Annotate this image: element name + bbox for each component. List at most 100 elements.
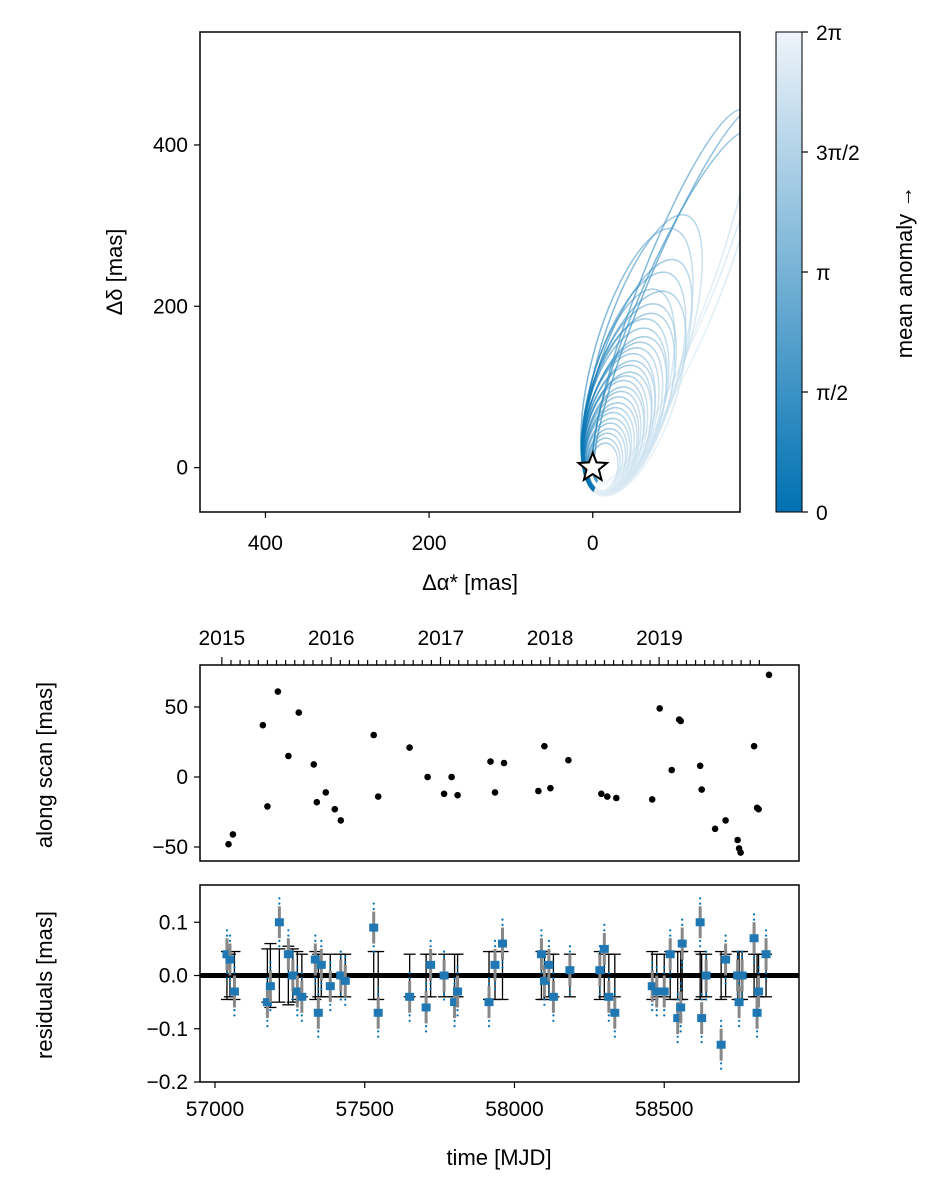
orbit-segment [671, 320, 675, 328]
orbit-segment [590, 394, 595, 402]
orbit-segment [588, 449, 591, 454]
orbit-segment [586, 450, 589, 455]
orbit-segment [609, 407, 613, 410]
orbit-segment [612, 428, 615, 431]
orbit-segment [745, 111, 747, 115]
orbit-segment [611, 445, 614, 448]
y-tick-label: 0 [176, 457, 188, 480]
orbit-segment [635, 425, 638, 430]
residual-sample [705, 950, 708, 953]
orbit-segment [625, 379, 629, 382]
orbit-segment [647, 327, 652, 331]
orbit-segment [688, 277, 692, 285]
residual-sample [552, 971, 555, 975]
orbit-segment [587, 455, 590, 459]
orbit-segment [622, 432, 626, 436]
orbit-segment [588, 477, 591, 480]
orbit-segment [607, 360, 614, 367]
orbit-segment [605, 386, 610, 391]
residual-sample [669, 977, 672, 980]
orbit-segment [583, 408, 587, 418]
orbit-segment [619, 362, 625, 367]
residual-sample [453, 1025, 456, 1028]
orbit-segment [694, 336, 704, 355]
orbit-segment [646, 402, 649, 409]
orbit-segment [678, 283, 683, 290]
scan-point [229, 831, 237, 838]
orbit-segment [589, 411, 593, 418]
orbit-segment [604, 355, 610, 363]
orbit-segment [670, 388, 676, 401]
orbit-segment [663, 334, 667, 341]
orbit-segment [619, 271, 627, 284]
orbit-segment [587, 452, 590, 456]
residual-sample [651, 1009, 654, 1012]
residual-sample [540, 929, 543, 932]
residual-sample [740, 955, 744, 959]
orbit-segment [589, 422, 593, 428]
orbit-segment [619, 413, 623, 417]
residual-sample [329, 961, 332, 964]
orbit-segment [594, 435, 598, 439]
orbit-segment [672, 367, 676, 377]
orbit-segment [647, 302, 653, 306]
residual-marker [695, 918, 705, 927]
orbit-segment [655, 426, 660, 436]
residual-sample [681, 923, 684, 927]
orbit-segment [639, 392, 643, 398]
residual-sample [225, 977, 229, 980]
orbit-segment [631, 454, 634, 460]
residual-sample [320, 939, 323, 943]
x-tick-label: 400 [248, 532, 283, 555]
orbit-segment [622, 423, 626, 427]
orbit-segment [644, 444, 649, 453]
orbit-segment [585, 402, 590, 412]
orbit-segment [614, 375, 619, 379]
orbit-segment [628, 470, 633, 477]
y-tick-label: 0.1 [159, 911, 188, 934]
orbit-segment [598, 443, 601, 447]
residual-sample [699, 902, 702, 905]
orbit-segment [620, 365, 625, 369]
residual-sample [453, 977, 456, 980]
orbit-segment [599, 438, 602, 441]
scan-point [313, 798, 321, 806]
orbit-segment [667, 325, 672, 332]
orbit-segment [615, 485, 620, 489]
orbit-segment [684, 324, 687, 333]
residual-sample [266, 977, 269, 980]
scan-point [285, 752, 292, 760]
orbit-segment [604, 423, 607, 426]
x-tick-label: 58500 [635, 1098, 693, 1121]
orbit-segment [691, 262, 694, 273]
orbit-segment [610, 444, 613, 447]
orbit-segment [669, 330, 674, 338]
orbit-y-label: Δδ [mas] [102, 229, 127, 316]
orbit-segment [621, 396, 624, 399]
residual-sample [425, 1025, 428, 1028]
orbit-segment [612, 335, 619, 343]
orbit-segment [616, 447, 620, 450]
orbit-segment [677, 364, 682, 377]
orbit-segment [589, 436, 593, 441]
orbit-segment [622, 440, 625, 444]
orbit-segment [748, 197, 752, 212]
orbit-segment [616, 473, 620, 477]
orbit-segment [617, 353, 623, 358]
orbit-segment [606, 399, 611, 403]
residual-sample [291, 950, 294, 953]
y-tick-label: 200 [153, 295, 188, 318]
residual-sample [300, 1014, 303, 1017]
orbit-segment [682, 342, 686, 354]
orbit-segment [623, 342, 630, 347]
orbit-segment [603, 306, 610, 321]
orbit-segment [624, 437, 628, 442]
residual-sample [296, 1014, 299, 1017]
orbit-segment [599, 384, 604, 391]
orbit-segment [682, 296, 686, 305]
residual-sample [501, 918, 504, 921]
orbit-segment [654, 243, 665, 262]
orbit-segment [755, 171, 757, 184]
orbit-segment [627, 375, 632, 378]
residual-sample [607, 971, 610, 975]
